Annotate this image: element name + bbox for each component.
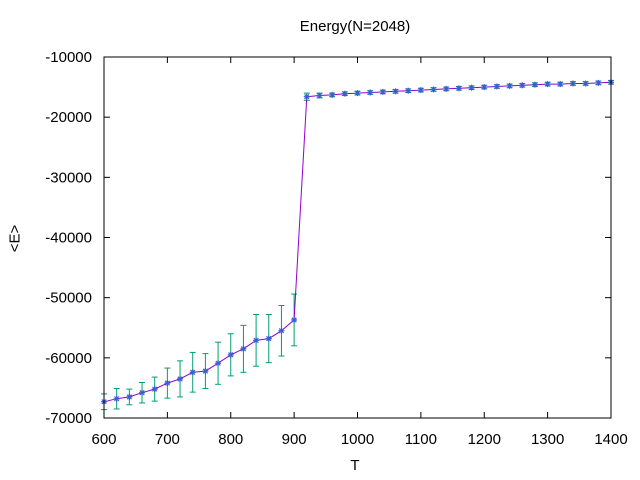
data-point [151, 386, 158, 393]
data-point [569, 80, 576, 87]
data-point [354, 90, 361, 97]
x-axis-ticks: 600 700 800 900 1000 1100 1200 1300 1400 [91, 57, 628, 448]
x-tick-label: 1000 [341, 431, 374, 448]
y-axis-label: <E> [6, 224, 24, 253]
data-point [595, 79, 602, 86]
data-point [557, 81, 564, 88]
y-tick-label: -60000 [45, 350, 92, 367]
data-point [531, 81, 538, 88]
data-point [392, 88, 399, 95]
data-point [367, 89, 374, 96]
data-point [227, 351, 234, 358]
data-point [253, 337, 260, 344]
data-point [278, 327, 285, 334]
data-point [113, 395, 120, 402]
data-point [202, 368, 209, 375]
data-point [582, 80, 589, 87]
chart-title: Energy(N=2048) [299, 18, 411, 35]
data-point [189, 369, 196, 376]
error-bars [101, 79, 614, 411]
x-tick-label: 1200 [468, 431, 501, 448]
y-tick-label: -50000 [45, 290, 92, 307]
data-markers [101, 79, 614, 405]
data-point [126, 393, 133, 400]
data-point [291, 316, 298, 323]
y-axis-ticks: -70000 -60000 -50000 -40000 -30000 -20000 -100… [45, 49, 611, 427]
x-tick-label: 1100 [405, 431, 437, 448]
x-tick-label: 1400 [594, 431, 627, 448]
x-tick-label: 900 [282, 431, 307, 448]
data-point [405, 87, 412, 94]
data-point [519, 82, 526, 89]
data-point [493, 83, 500, 90]
data-point [177, 375, 184, 382]
data-point [265, 335, 272, 342]
data-point [240, 345, 247, 352]
data-point [468, 84, 475, 91]
data-point [164, 380, 171, 387]
data-point [379, 88, 386, 95]
x-tick-label: 600 [91, 431, 116, 448]
x-tick-label: 1300 [531, 431, 564, 448]
data-point [417, 87, 424, 94]
data-point [544, 81, 551, 88]
data-point [329, 91, 336, 98]
data-point [430, 86, 437, 93]
x-tick-label: 800 [218, 431, 243, 448]
data-point [506, 82, 513, 89]
y-tick-label: -10000 [45, 49, 92, 66]
y-tick-label: -40000 [45, 230, 92, 247]
x-axis-label: T [350, 457, 360, 474]
data-point [303, 93, 310, 100]
data-point [443, 85, 450, 92]
y-tick-label: -20000 [45, 109, 92, 126]
series-line [103, 81, 612, 403]
data-point [455, 85, 462, 92]
data-point [316, 92, 323, 99]
data-point [481, 84, 488, 91]
data-point [341, 90, 348, 97]
data-point [139, 389, 146, 396]
y-tick-label: -70000 [45, 410, 92, 427]
y-tick-label: -30000 [45, 169, 92, 186]
data-point [215, 360, 222, 367]
series-line-group [103, 81, 612, 403]
x-tick-label: 700 [155, 431, 180, 448]
